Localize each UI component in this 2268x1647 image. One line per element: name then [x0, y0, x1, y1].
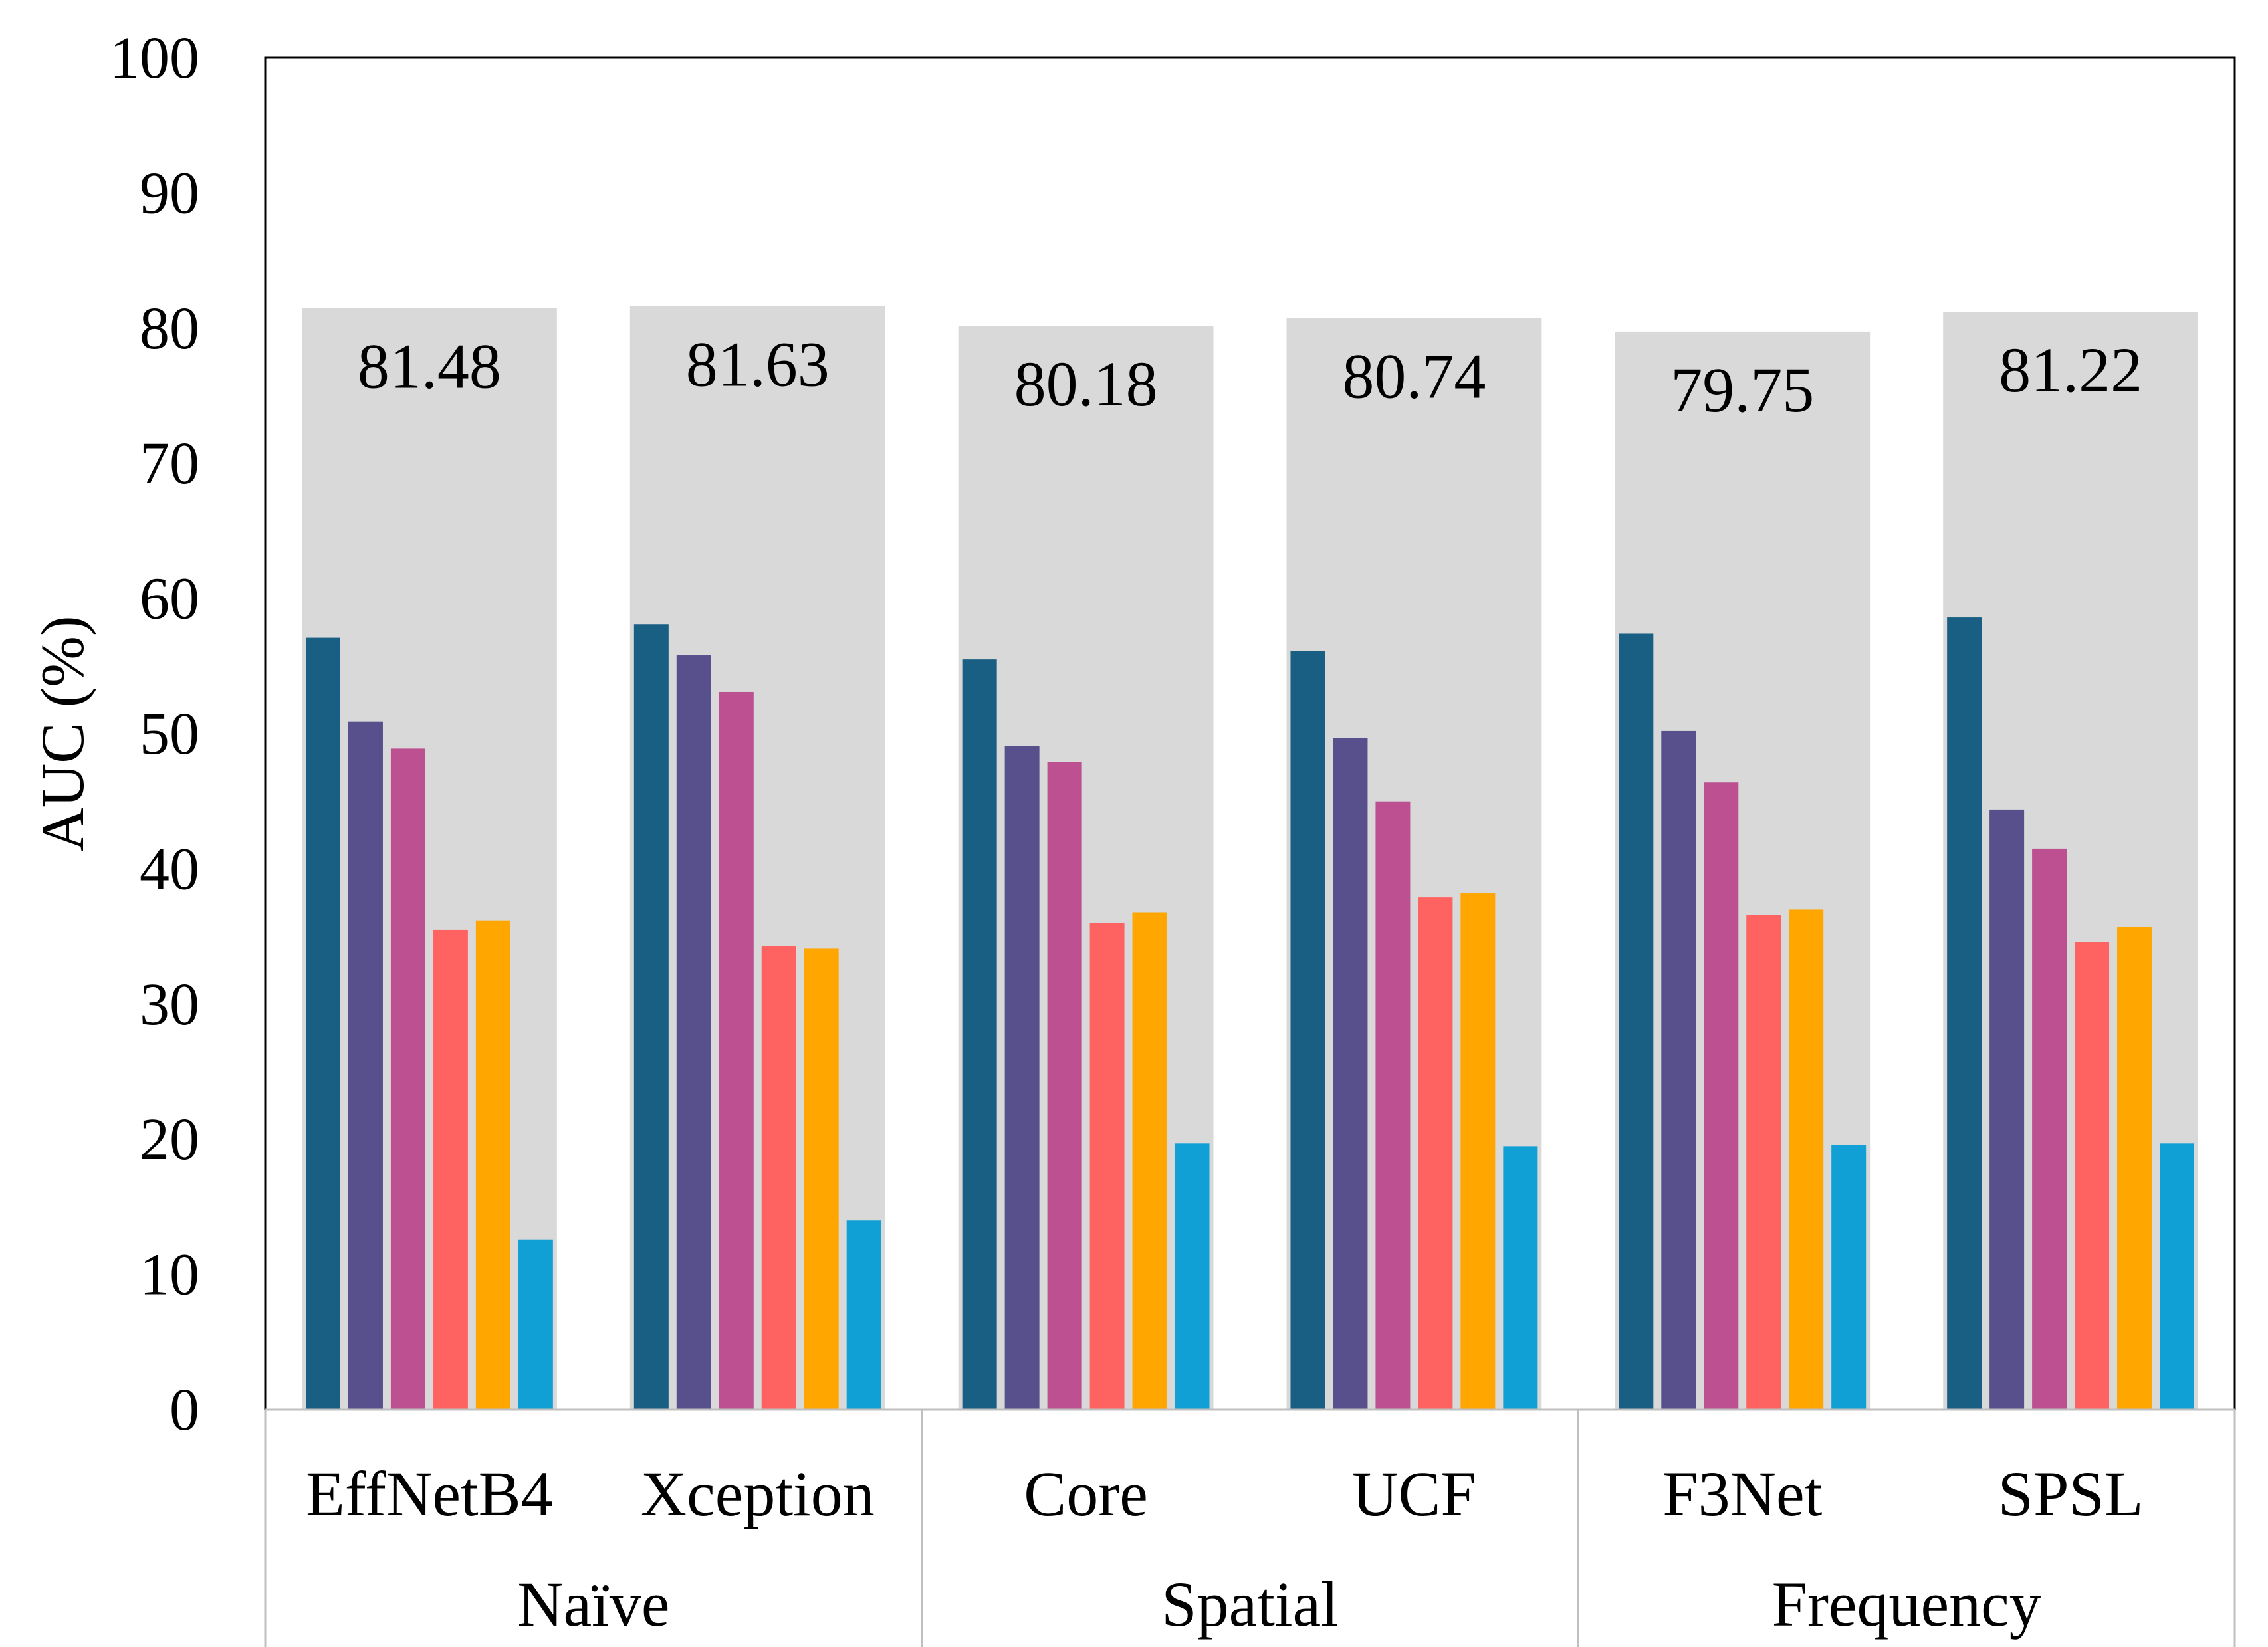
y-tick-label: 100	[110, 25, 199, 91]
data-bar	[390, 748, 425, 1410]
background-bar	[1286, 318, 1542, 1410]
background-value-label: 81.48	[358, 331, 501, 402]
data-bar	[1947, 617, 1982, 1410]
data-bar	[2117, 927, 2152, 1410]
data-bar	[1789, 909, 1824, 1410]
background-bar	[629, 306, 885, 1410]
data-bar	[633, 624, 669, 1410]
category-label: Xception	[641, 1458, 875, 1529]
data-bar	[305, 637, 340, 1410]
data-bar	[1290, 651, 1325, 1410]
data-bar	[1004, 746, 1040, 1410]
data-bar	[433, 929, 468, 1410]
data-bar	[1418, 897, 1453, 1410]
data-bar	[2032, 848, 2067, 1410]
data-bar	[804, 948, 839, 1410]
category-label: EffNetB4	[306, 1458, 552, 1529]
category-labels: EffNetB4 Xception Core UCF F3Net SPSL	[306, 1458, 2143, 1529]
data-bar	[761, 946, 796, 1410]
data-bar	[1132, 912, 1167, 1410]
data-bar	[1704, 782, 1739, 1410]
data-bar	[2160, 1143, 2195, 1410]
category-label: SPSL	[1998, 1458, 2144, 1529]
background-bar	[1943, 311, 2198, 1410]
y-tick-label: 60	[140, 566, 199, 632]
data-bar	[1460, 893, 1496, 1410]
y-tick-label: 50	[140, 701, 199, 767]
y-axis-title: AUC (%)	[29, 615, 96, 851]
y-tick-label: 80	[140, 296, 199, 362]
background-value-label: 80.18	[1014, 348, 1158, 419]
data-bar	[846, 1220, 881, 1410]
data-bar	[1333, 738, 1368, 1410]
background-bar	[958, 326, 1214, 1410]
data-bar	[2075, 942, 2110, 1410]
data-bar	[1375, 801, 1411, 1410]
background-value-label: 81.63	[686, 329, 830, 400]
category-label: Core	[1024, 1458, 1148, 1529]
background-value-label: 79.75	[1670, 354, 1814, 425]
data-bar	[676, 655, 711, 1410]
data-bar	[1619, 633, 1654, 1410]
category-label: F3Net	[1662, 1458, 1822, 1529]
group-label: Frequency	[1772, 1569, 2041, 1640]
data-bar	[1746, 915, 1781, 1410]
background-bar	[302, 308, 557, 1410]
background-value-labels: 81.48 81.63 80.18 80.74 79.75 81.22	[358, 329, 2142, 425]
data-bar	[1661, 730, 1696, 1410]
y-tick-label: 0	[170, 1377, 199, 1443]
background-value-label: 81.22	[1999, 334, 2142, 405]
background-bars	[302, 306, 2198, 1410]
data-bar	[348, 721, 383, 1410]
background-value-label: 80.74	[1342, 341, 1486, 412]
group-label: Naïve	[517, 1569, 669, 1640]
group-labels: Naïve Spatial Frequency	[517, 1569, 2041, 1640]
y-tick-label: 70	[140, 431, 199, 496]
y-tick-label: 10	[140, 1242, 199, 1308]
series-bars	[305, 617, 2195, 1410]
data-bar	[518, 1239, 553, 1410]
data-bar	[1089, 923, 1125, 1410]
data-bar	[1047, 762, 1082, 1410]
y-axis-ticks: 0 10 20 30 40 50 60 70 80 90 100	[110, 25, 199, 1443]
plot-frame	[264, 56, 2236, 1411]
y-tick-label: 40	[140, 836, 199, 902]
y-tick-label: 90	[140, 160, 199, 226]
data-bar	[1503, 1146, 1538, 1410]
data-bar	[1175, 1143, 1210, 1410]
data-bar	[475, 920, 510, 1410]
category-label: UCF	[1352, 1458, 1476, 1529]
y-tick-label: 20	[140, 1107, 199, 1172]
category-table-lines	[264, 1408, 2236, 1647]
group-label: Spatial	[1161, 1569, 1339, 1640]
data-bar	[1989, 809, 2025, 1410]
background-bar	[1615, 331, 1871, 1410]
data-bar	[719, 691, 754, 1410]
data-bar	[1831, 1145, 1867, 1410]
data-bar	[962, 659, 997, 1410]
y-tick-label: 30	[140, 972, 199, 1038]
